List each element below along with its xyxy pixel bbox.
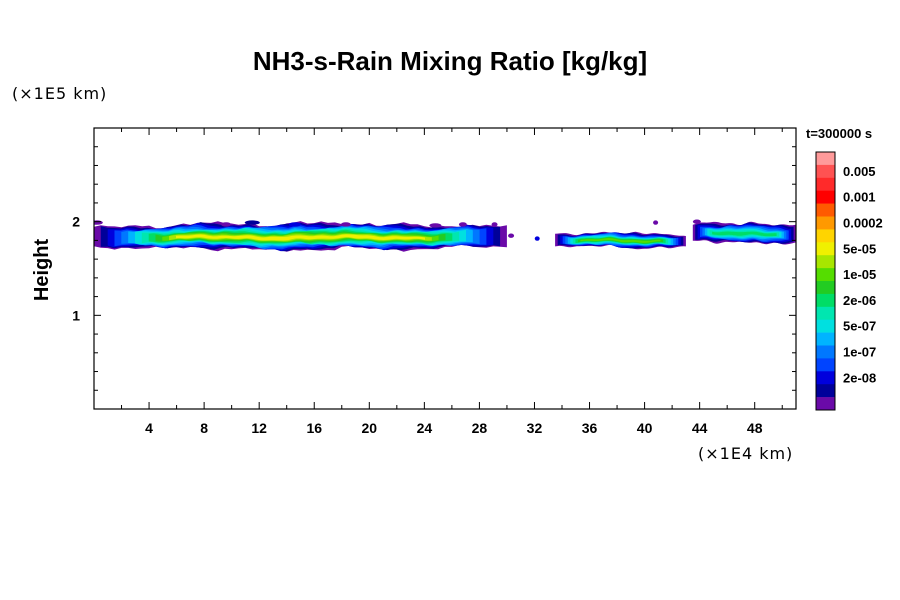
colorbar: 0.005 0.001 0.0002 5e-05 1e-05 2e-06 5e-07 1e-0…	[815, 151, 883, 411]
time-label: t=300000 s	[806, 126, 873, 141]
x-unit-label: (×1E4 km)	[698, 444, 794, 463]
speckle	[429, 223, 442, 228]
x-tick-label: 28	[472, 420, 488, 436]
colorbar-label: 5e-05	[843, 241, 876, 256]
colorbar-label: 0.005	[843, 164, 876, 179]
speckle	[244, 220, 260, 225]
chart-title: NH3-s-Rain Mixing Ratio [kg/kg]	[252, 46, 648, 76]
colorbar-swatch	[816, 203, 835, 217]
plot-frame	[93, 127, 797, 410]
colorbar-swatch	[816, 177, 835, 191]
colorbar-label: 0.001	[843, 190, 876, 205]
x-tick-label: 40	[637, 420, 653, 436]
rain-region	[555, 231, 686, 250]
x-tick-label: 48	[747, 420, 763, 436]
colorbar-swatch	[816, 281, 835, 295]
rain-region	[94, 221, 507, 252]
x-tick-label: 36	[582, 420, 598, 436]
colorbar-swatch	[816, 229, 835, 243]
rain-region	[692, 221, 796, 245]
speckle	[692, 219, 701, 224]
x-tick-label: 44	[692, 420, 708, 436]
x-axis: 4 8 12 16 20 24 28 32 36 40 44 48	[121, 128, 783, 436]
colorbar-swatch	[816, 164, 835, 179]
colorbar-label: 1e-05	[843, 267, 876, 282]
colorbar-swatch	[816, 358, 835, 372]
colorbar-swatch	[816, 345, 835, 359]
y-tick-label: 1	[72, 307, 80, 323]
x-tick-label: 8	[200, 420, 208, 436]
colorbar-swatch	[816, 242, 835, 256]
colorbar-frame	[815, 151, 836, 411]
colorbar-swatch	[816, 216, 835, 230]
colorbar-swatch	[816, 332, 835, 346]
y-unit-label: (×1E5 km)	[12, 84, 108, 103]
colorbar-swatch	[816, 152, 835, 166]
speckle	[508, 233, 515, 238]
speckles	[94, 219, 701, 241]
colorbar-label: 5e-07	[843, 319, 876, 334]
contour-band	[580, 238, 661, 243]
colorbar-label: 2e-08	[843, 370, 876, 385]
colorbar-label: 0.0002	[843, 215, 883, 230]
speckle	[491, 222, 498, 227]
colorbar-swatch	[816, 190, 835, 204]
contour-band	[176, 234, 425, 241]
x-tick-label: 32	[527, 420, 543, 436]
plot-field	[94, 219, 796, 252]
colorbar-swatch	[816, 371, 835, 385]
x-tick-label: 24	[417, 420, 433, 436]
speckle	[534, 236, 540, 241]
speckle	[288, 222, 301, 227]
y-tick-label: 2	[72, 214, 80, 230]
speckle	[94, 220, 103, 225]
x-tick-label: 20	[362, 420, 378, 436]
speckle	[458, 222, 467, 227]
colorbar-swatch	[816, 306, 835, 320]
colorbar-swatch	[816, 293, 835, 308]
x-tick-label: 12	[251, 420, 267, 436]
contour-band	[712, 231, 777, 237]
y-axis: 12	[72, 146, 796, 391]
colorbar-swatch	[816, 268, 835, 282]
colorbar-swatch	[816, 319, 835, 333]
speckle	[653, 220, 659, 225]
x-tick-label: 16	[306, 420, 322, 436]
speckle	[340, 222, 351, 227]
colorbar-label: 2e-06	[843, 293, 876, 308]
colorbar-swatch	[816, 384, 835, 398]
x-tick-label: 4	[145, 420, 153, 436]
colorbar-swatch	[816, 397, 835, 411]
speckle	[221, 222, 232, 227]
colorbar-label: 1e-07	[843, 344, 876, 359]
colorbar-swatch	[816, 255, 835, 269]
